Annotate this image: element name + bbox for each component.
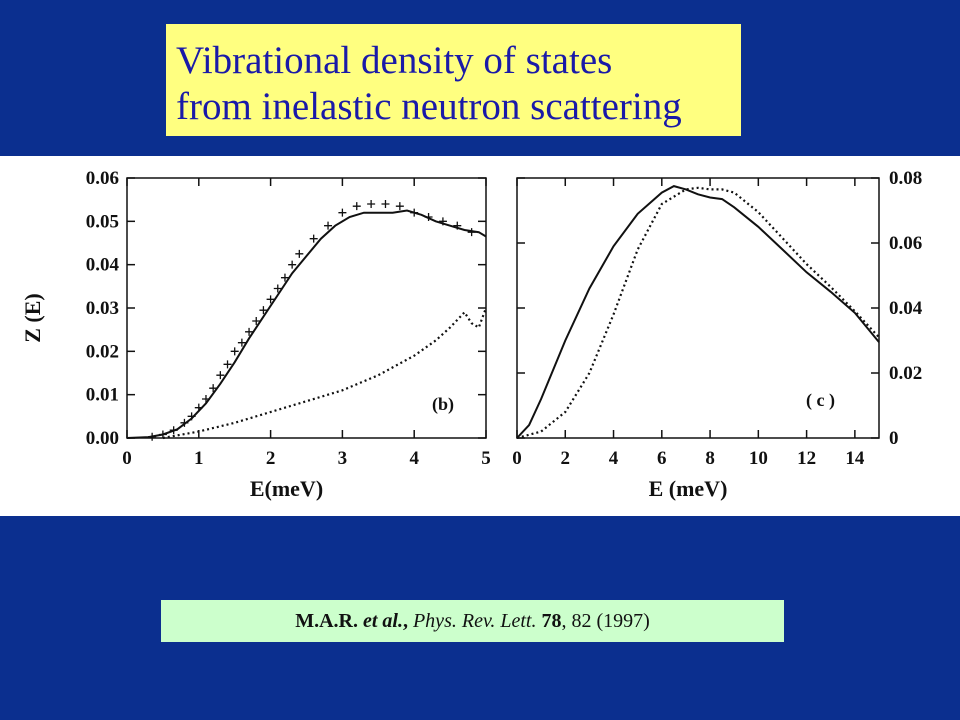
y-tick-label: 0.02: [86, 341, 119, 362]
data-point-plus: [194, 403, 203, 412]
title-box: Vibrational density of states from inela…: [166, 24, 741, 136]
data-point-plus: [180, 418, 189, 427]
data-point-plus: [209, 384, 218, 393]
x-tick-label: 14: [845, 448, 865, 469]
y-tick-label: 0.00: [86, 428, 119, 449]
series-line-dotted: [162, 307, 488, 440]
series-line-dotted: [516, 186, 880, 440]
x-tick-label: 0: [512, 448, 522, 469]
data-point-plus: [259, 306, 268, 315]
data-point-plus: [216, 371, 225, 380]
data-point-plus: [237, 338, 246, 347]
data-point-plus: [424, 213, 433, 221]
data-point-plus: [201, 395, 210, 403]
y-tick-label: 0.08: [889, 168, 922, 189]
data-point-plus: [148, 432, 157, 441]
data-point-plus: [410, 208, 419, 217]
data-point-plus: [252, 317, 261, 325]
data-point-plus: [352, 202, 361, 211]
data-point-plus: [395, 202, 404, 211]
y-tick-label: 0.04: [889, 298, 923, 319]
data-point-plus: [338, 208, 347, 217]
data-point-plus: [324, 221, 333, 230]
y-tick-label: 0.03: [86, 298, 119, 319]
x-tick-label: 3: [338, 448, 348, 469]
x-tick-label: 6: [657, 448, 667, 469]
y-tick-label: 0: [889, 428, 899, 449]
x-tick-label: 10: [749, 448, 768, 469]
title-line-2: from inelastic neutron scattering: [176, 85, 682, 128]
citation-journal: Phys. Rev. Lett.: [412, 609, 537, 632]
x-axis-label: E (meV): [649, 476, 728, 501]
data-point-plus: [280, 273, 289, 282]
y-tick-label: 0.05: [86, 211, 119, 232]
citation-authors: M.A.R.: [295, 609, 358, 632]
citation-rest: , 82 (1997): [561, 609, 650, 632]
x-tick-label: 8: [705, 448, 715, 469]
x-tick-label: 5: [481, 448, 491, 469]
data-point-plus: [381, 200, 390, 208]
x-tick-label: 1: [194, 448, 204, 469]
data-point-plus: [266, 295, 275, 304]
data-point-plus: [230, 347, 239, 356]
x-tick-label: 4: [409, 448, 419, 469]
citation-etal: et al.: [357, 609, 403, 632]
title-line-1: Vibrational density of states: [176, 39, 613, 82]
data-point-plus: [453, 221, 462, 230]
x-tick-label: 2: [266, 448, 276, 469]
panel-label: (b): [432, 394, 454, 415]
data-point-plus: [309, 234, 318, 243]
panel-label: ( c ): [806, 390, 835, 411]
citation-volume: 78: [541, 609, 562, 632]
y-tick-label: 0.04: [86, 255, 120, 276]
data-point-plus: [169, 426, 178, 435]
charts-svg: 0 1 2 3 4 50.000.010.020.030.040.050.06E(meV)…: [20, 168, 923, 501]
series-line-solid: [516, 185, 880, 439]
data-point-plus: [295, 249, 304, 258]
y-tick-label: 0.06: [889, 233, 922, 254]
x-tick-label: 12: [797, 448, 816, 469]
citation-box: M.A.R. et al., Phys. Rev. Lett. 78, 82 (…: [161, 600, 784, 642]
data-point-plus: [438, 217, 447, 226]
citation-comma: ,: [402, 609, 413, 632]
data-point-plus: [467, 228, 476, 237]
x-tick-label: 4: [609, 448, 619, 469]
data-point-plus: [367, 200, 376, 208]
data-point-plus: [288, 260, 297, 269]
y-tick-label: 0.01: [86, 385, 119, 406]
y-tick-label: 0.02: [889, 363, 922, 384]
y-axis-label: Z (E): [20, 293, 45, 343]
x-axis-label: E(meV): [250, 476, 323, 501]
x-tick-label: 0: [122, 448, 132, 469]
data-point-plus: [187, 412, 196, 421]
data-point-plus: [245, 327, 254, 336]
figure-panel: 0 1 2 3 4 5 0.00 0.01 0.02 0.03 0.04 0.05 0.06 E(meV)…: [0, 156, 960, 516]
data-point-plus: [273, 284, 282, 293]
y-tick-label: 0.06: [86, 168, 119, 189]
x-tick-label: 2: [561, 448, 571, 469]
data-point-plus: [223, 360, 232, 369]
